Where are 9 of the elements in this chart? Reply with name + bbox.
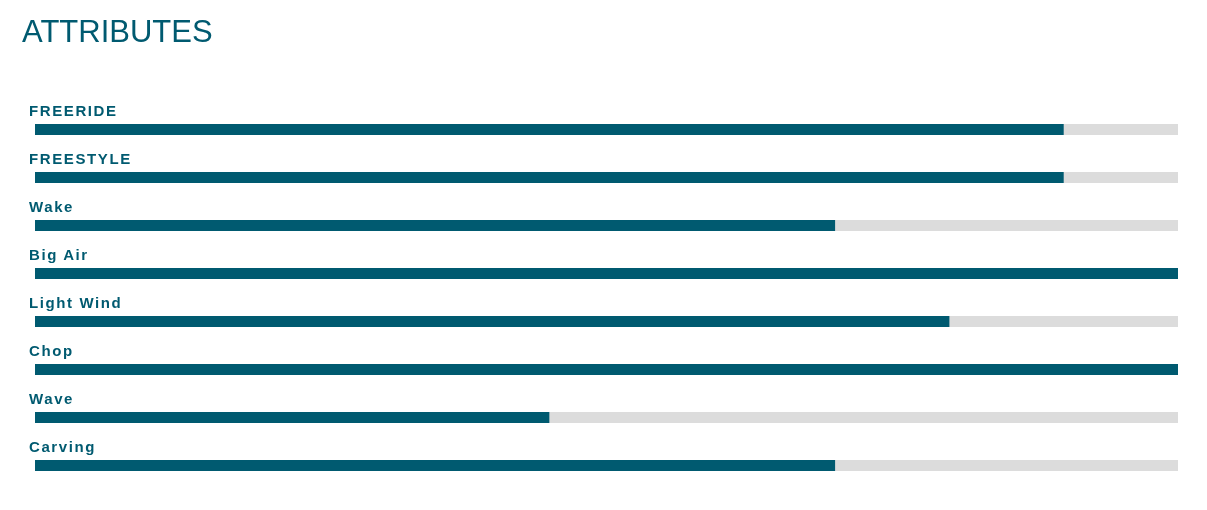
y-tick-label: FREERIDE [29,102,118,119]
y-tick-label: FREESTYLE [29,150,132,167]
y-tick-label: Carving [29,438,97,455]
y-tick-label: Light Wind [29,294,123,311]
y-tick-label: Chop [29,342,74,359]
y-tick-label: Wave [29,390,75,407]
y-tick-label: Wake [29,198,75,215]
chart-title: ATTRIBUTES [21,13,214,51]
y-tick-label: Big Air [29,246,89,263]
